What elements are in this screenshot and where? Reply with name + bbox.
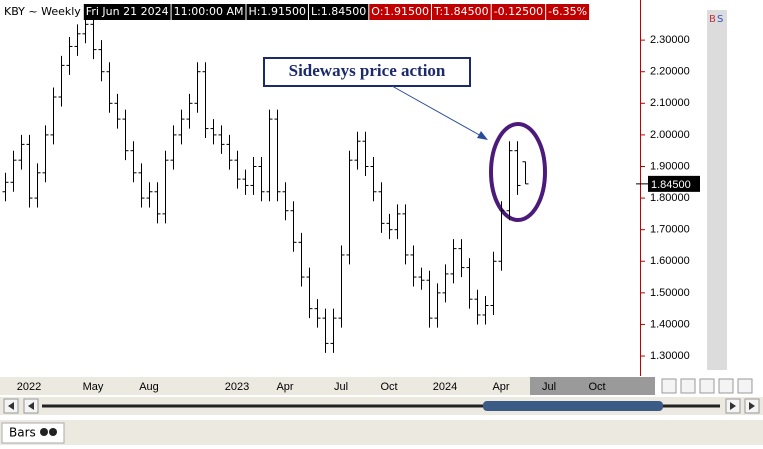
- x-tick-label: 2022: [17, 381, 41, 393]
- x-tick-label: Aug: [139, 381, 159, 393]
- x-tick-label: May: [83, 381, 104, 393]
- last-price-box: [648, 175, 700, 192]
- header-field: H:1.91500: [249, 5, 306, 18]
- header-field: T:1.84500: [433, 5, 489, 18]
- header-field: -0.12500: [494, 5, 543, 18]
- header: KBY ~ Weekly Fri Jun 21 2024 11:00:00 AM H:…: [2, 4, 590, 20]
- button[interactable]: [661, 378, 677, 394]
- scroll-arrows: [730, 402, 755, 410]
- y-tick-label: 1.50000: [650, 287, 690, 299]
- header-field: Fri Jun 21 2024: [86, 5, 169, 18]
- x-tick-label: Oct: [380, 381, 397, 393]
- plot: 1.30000 1.40000 1.50000 1.60000 1.70000 1.800…: [2, 14, 700, 393]
- header-field-bg: [491, 4, 546, 20]
- time-axis: [0, 377, 655, 395]
- scroll-arrows: [8, 402, 34, 410]
- header-field-bg: [246, 4, 308, 20]
- y-tick-label: 2.00000: [650, 129, 690, 141]
- tab-icon: [49, 428, 57, 436]
- y-tick-label: 2.20000: [650, 66, 690, 78]
- header-field-bg: [308, 4, 369, 20]
- buy-label[interactable]: B: [709, 14, 716, 25]
- sell-label[interactable]: S: [717, 14, 723, 25]
- annotation-text: Sideways price action: [289, 61, 446, 80]
- scroll-thumb[interactable]: [483, 401, 663, 411]
- annotation-arrow: [391, 85, 484, 138]
- future-area: [530, 377, 655, 395]
- tab-icon: [40, 428, 48, 436]
- header-field: L:1.84500: [311, 5, 366, 18]
- x-tick-label: Jul: [334, 381, 348, 393]
- header-field-bg: [171, 4, 246, 20]
- header-field-bg: [546, 4, 590, 20]
- x-tick-label: 2024: [433, 381, 457, 393]
- button[interactable]: [680, 378, 696, 394]
- button[interactable]: [737, 378, 753, 394]
- header-field: O:1.91500: [371, 5, 429, 18]
- y-tick-label: 1.30000: [650, 350, 690, 362]
- y-tick-label: 2.10000: [650, 97, 690, 109]
- toolbar-buttons: [661, 378, 753, 394]
- last-price-label: 1.84500: [651, 179, 691, 191]
- button[interactable]: [718, 378, 734, 394]
- y-tick-label: 1.70000: [650, 224, 690, 236]
- header-field-bg: [369, 4, 431, 20]
- tab-bar: [0, 420, 763, 445]
- tab-label[interactable]: Bars: [9, 426, 36, 440]
- y-tick-label: 2.30000: [650, 34, 690, 46]
- x-tick-label: Apr: [492, 381, 509, 393]
- annotation-box: [263, 57, 471, 87]
- header-field-bg: [83, 4, 171, 20]
- y-tick-label: 1.40000: [650, 318, 690, 330]
- x-tick-label: 2023: [225, 381, 249, 393]
- y-tick-label: 1.90000: [650, 160, 690, 172]
- y-tick-label: 1.80000: [650, 192, 690, 204]
- x-tick-label: Oct: [588, 381, 605, 393]
- x-tick-label: Apr: [276, 381, 293, 393]
- highlight-ellipse: [489, 122, 547, 222]
- header-field: -6.35%: [548, 5, 587, 18]
- arrow-head: [477, 131, 488, 140]
- header-field-bg: [2, 4, 83, 20]
- order-strip: [707, 10, 727, 370]
- header-field: KBY ~ Weekly: [4, 5, 81, 18]
- y-tick-label: 1.60000: [650, 255, 690, 267]
- x-tick-label: Jul: [542, 381, 556, 393]
- header-field: 11:00:00 AM: [174, 5, 244, 18]
- header-field-bg: [431, 4, 491, 20]
- button[interactable]: [699, 378, 715, 394]
- tab[interactable]: [1, 422, 65, 444]
